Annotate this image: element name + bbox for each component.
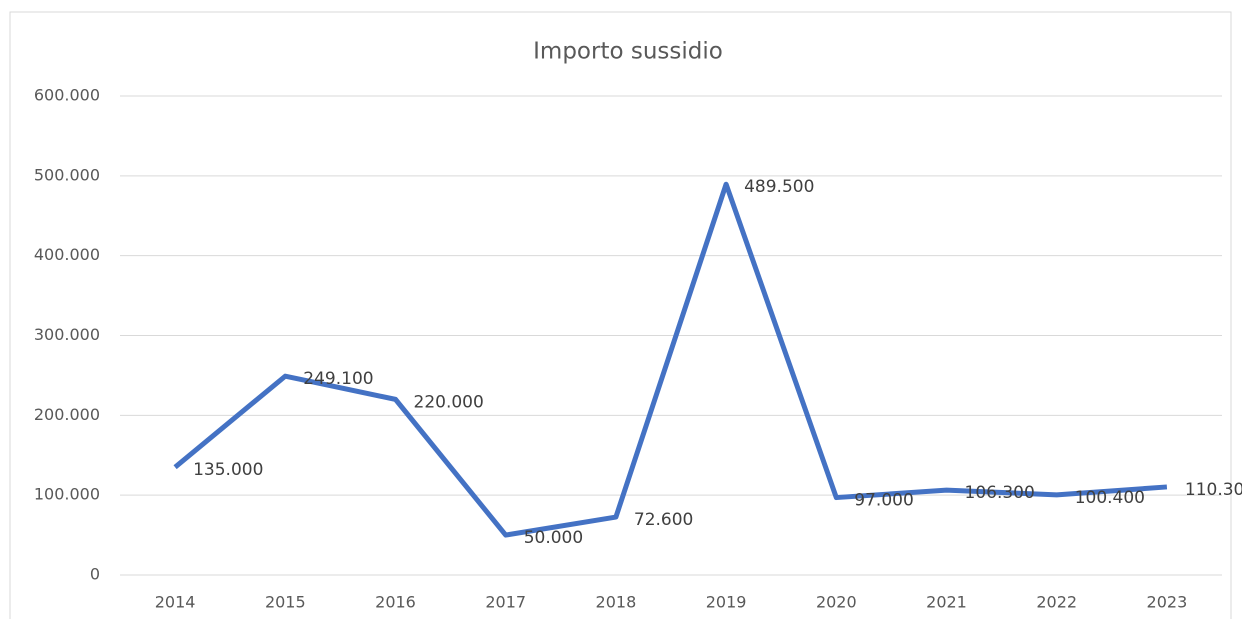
data-label: 50.000: [524, 528, 583, 548]
x-tick-label: 2014: [155, 593, 196, 612]
x-tick-label: 2019: [706, 593, 747, 612]
y-tick-label: 400.000: [34, 245, 100, 264]
x-tick-label: 2020: [816, 593, 857, 612]
data-label: 135.000: [193, 460, 263, 480]
x-tick-label: 2023: [1147, 593, 1188, 612]
data-label: 106.300: [965, 483, 1035, 503]
y-tick-label: 200.000: [34, 405, 100, 424]
x-tick-label: 2021: [926, 593, 967, 612]
data-label: 249.100: [303, 369, 373, 389]
data-label: 489.500: [744, 177, 814, 197]
x-tick-label: 2017: [485, 593, 526, 612]
y-tick-label: 0: [90, 565, 100, 584]
line-series: [173, 181, 1168, 538]
y-tick-label: 300.000: [34, 325, 100, 344]
data-label: 100.400: [1075, 488, 1145, 508]
x-tick-label: 2015: [265, 593, 306, 612]
y-tick-label: 500.000: [34, 165, 100, 184]
chart-title: Importo sussidio: [533, 39, 723, 65]
x-tick-label: 2018: [596, 593, 637, 612]
data-label: 220.000: [414, 392, 484, 412]
x-tick-label: 2022: [1036, 593, 1077, 612]
data-label: 72.600: [634, 510, 693, 530]
y-tick-label: 600.000: [34, 86, 100, 105]
y-tick-label: 100.000: [34, 485, 100, 504]
data-label: 97.000: [854, 491, 913, 511]
x-tick-label: 2016: [375, 593, 416, 612]
chart-border: [9, 11, 1232, 619]
data-label: 110.300: [1185, 480, 1242, 500]
